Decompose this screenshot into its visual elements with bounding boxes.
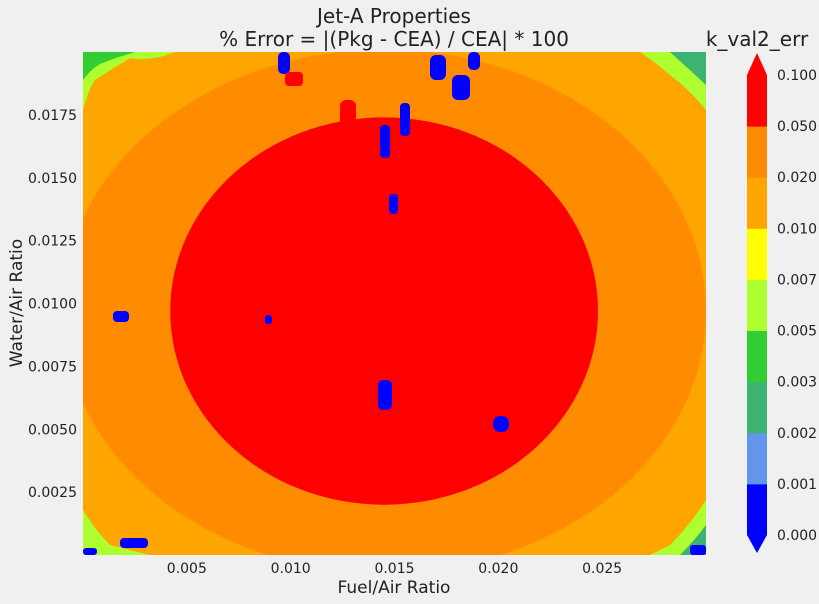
colorbar-level-label: 0.000 bbox=[777, 528, 817, 544]
blue-spot-5 bbox=[380, 125, 390, 158]
colorbar-title: k_val2_err bbox=[706, 27, 809, 51]
blue-spot-9 bbox=[265, 315, 272, 324]
corner-blob-tr-inner bbox=[670, 52, 706, 85]
corner-blob-tl bbox=[83, 52, 175, 110]
blue-spot-10 bbox=[378, 380, 392, 410]
blue-spot-3 bbox=[452, 75, 470, 100]
y-tick-label: 0.0050 bbox=[28, 422, 77, 438]
chart-title: Jet-A Properties bbox=[315, 4, 471, 28]
y-axis-label: Water/Air Ratio bbox=[7, 239, 27, 367]
y-tick-label: 0.0075 bbox=[28, 359, 77, 375]
y-tick-label: 0.0175 bbox=[28, 108, 77, 124]
colorbar-level-label: 0.003 bbox=[777, 375, 817, 391]
colorbar-segment bbox=[747, 330, 767, 383]
blue-spot-13 bbox=[83, 548, 97, 555]
x-tick-label: 0.025 bbox=[582, 561, 622, 577]
blue-spot-7 bbox=[389, 194, 398, 214]
y-tick-label: 0.0100 bbox=[28, 297, 77, 313]
colorbar-segment bbox=[747, 75, 767, 127]
blue-spot-12 bbox=[120, 538, 148, 548]
red-spot-1 bbox=[340, 100, 356, 135]
corner-blob-bl bbox=[83, 510, 150, 555]
blue-spot-6 bbox=[400, 103, 410, 136]
colorbar-segment bbox=[747, 279, 767, 332]
colorbar-level-label: 0.050 bbox=[777, 119, 817, 135]
x-tick-label: 0.015 bbox=[374, 561, 414, 577]
blue-spot-2 bbox=[430, 55, 446, 80]
colorbar-level-label: 0.010 bbox=[777, 221, 817, 237]
colorbar-segment bbox=[747, 432, 767, 485]
blue-spot-4 bbox=[468, 52, 480, 70]
colorbar-segment bbox=[747, 177, 767, 229]
red-spot-2 bbox=[285, 72, 303, 86]
chart-subtitle: % Error = |(Pkg - CEA) / CEA| * 100 bbox=[219, 27, 569, 51]
colorbar-level-label: 0.020 bbox=[777, 170, 817, 186]
x-tick-label: 0.020 bbox=[478, 561, 518, 577]
x-axis-label: Fuel/Air Ratio bbox=[338, 578, 451, 598]
colorbar-level-label: 0.001 bbox=[777, 477, 817, 493]
colorbar-extend-low bbox=[747, 535, 767, 553]
corner-blob-br bbox=[650, 500, 706, 555]
colorbar-segment bbox=[747, 228, 767, 280]
contour-artifacts bbox=[83, 52, 706, 555]
y-tick-label: 0.0150 bbox=[28, 171, 77, 187]
x-tick-label: 0.010 bbox=[271, 561, 311, 577]
blue-spot-8 bbox=[113, 311, 129, 322]
center-region bbox=[170, 117, 599, 505]
blue-spot-11 bbox=[493, 416, 509, 432]
y-tick-label: 0.0025 bbox=[28, 485, 77, 501]
colorbar-level-label: 0.005 bbox=[777, 324, 817, 340]
colorbar-segment bbox=[747, 381, 767, 434]
colorbar-level-label: 0.007 bbox=[777, 272, 817, 288]
y-tick-label: 0.0125 bbox=[28, 234, 77, 250]
blue-spot-14 bbox=[690, 545, 706, 555]
colorbar-level-label: 0.100 bbox=[777, 68, 817, 84]
colorbar: 0.000 0.001 0.002 0.003 0.005 0.007 0.010 0.020… bbox=[747, 53, 817, 553]
plot-area bbox=[83, 52, 706, 555]
corner-blob-tl-inner bbox=[83, 52, 135, 80]
colorbar-extend-high bbox=[747, 53, 767, 75]
y-axis-ticks: 0.0025 0.0050 0.0075 0.0100 0.0125 0.0150 0.01… bbox=[28, 108, 77, 501]
x-tick-label: 0.005 bbox=[167, 561, 207, 577]
colorbar-level-label: 0.002 bbox=[777, 426, 817, 442]
colorbar-segment bbox=[747, 126, 767, 178]
x-axis-ticks: 0.005 0.010 0.015 0.020 0.025 bbox=[167, 561, 622, 577]
blue-spot-1 bbox=[278, 52, 290, 74]
colorbar-segment bbox=[747, 483, 767, 536]
